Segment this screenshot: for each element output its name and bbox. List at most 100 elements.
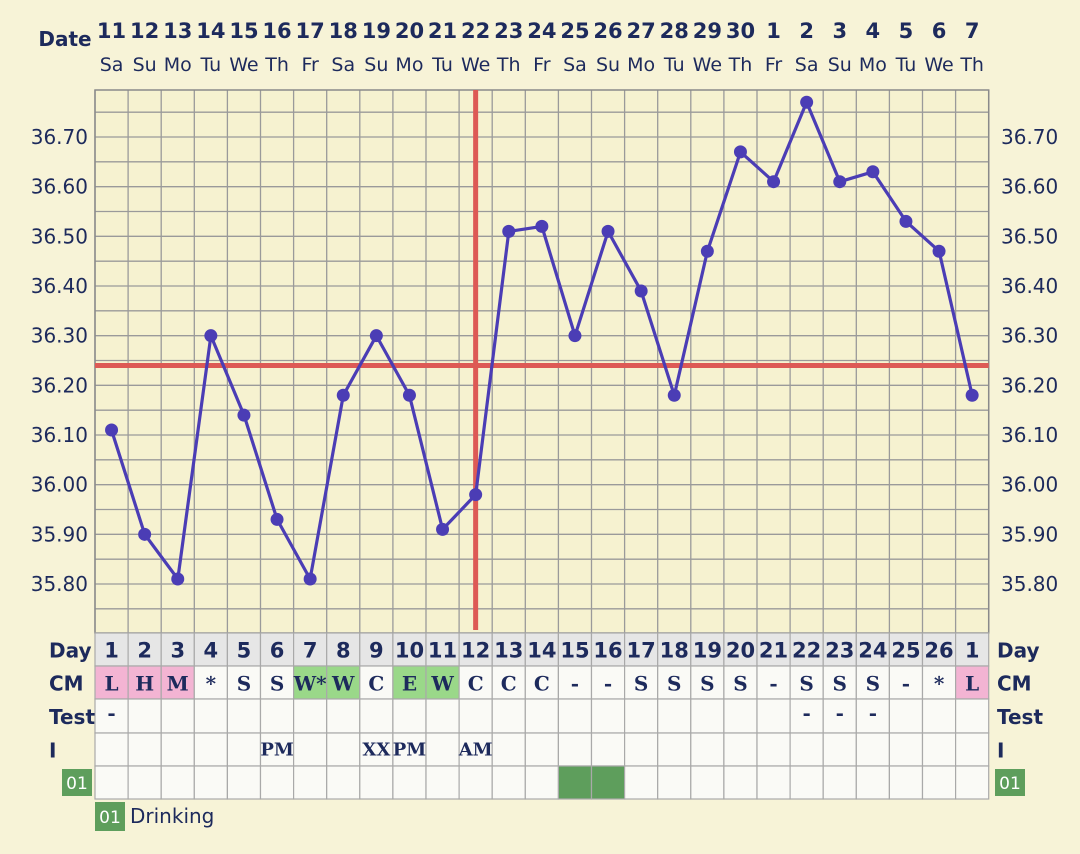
- weekday-label: Sa: [331, 54, 355, 76]
- weekday-label: Th: [496, 54, 521, 76]
- weekday-label: We: [461, 54, 490, 76]
- cm-value: H: [135, 672, 154, 696]
- date-label: 24: [527, 19, 556, 43]
- intercourse-cell: [293, 732, 328, 767]
- intercourse-cell: [94, 732, 129, 767]
- y-tick-left: 36.60: [31, 175, 88, 199]
- custom-cell: [524, 765, 559, 800]
- day-number: 2: [137, 639, 152, 663]
- intercourse-cell: [690, 732, 725, 767]
- day-number: 10: [395, 639, 424, 663]
- day-number: 22: [792, 639, 821, 663]
- day-cell: [425, 632, 460, 667]
- custom-cell: [160, 765, 195, 800]
- weekday-label: We: [693, 54, 722, 76]
- legend-badge: [95, 802, 125, 831]
- temperature-point: [800, 95, 814, 109]
- day-cell: [524, 632, 559, 667]
- date-label: 3: [832, 19, 847, 43]
- y-tick-left: 36.10: [31, 423, 88, 447]
- test-cell: [657, 698, 692, 734]
- y-tick-right: 36.30: [1001, 324, 1058, 348]
- cm-cell: [623, 665, 659, 700]
- intercourse-cell: [524, 732, 559, 767]
- intercourse-cell: [723, 732, 758, 767]
- cm-value: C: [468, 672, 484, 696]
- temperature-point: [502, 224, 516, 238]
- test-cell: [690, 698, 725, 734]
- test-value: -: [869, 701, 877, 725]
- weekday-label: Su: [596, 54, 620, 76]
- day-number: 18: [660, 639, 689, 663]
- custom-cell: [657, 765, 692, 800]
- test-cell: [557, 698, 593, 734]
- custom-badge-right: [995, 769, 1025, 796]
- weekday-label: Th: [264, 54, 289, 76]
- intercourse-value: PM: [260, 740, 294, 761]
- intercourse-cell: [557, 732, 593, 767]
- cm-value: S: [667, 672, 681, 696]
- temperature-point: [138, 527, 152, 541]
- y-tick-right: 35.90: [1001, 522, 1058, 546]
- y-tick-left: 36.40: [31, 274, 88, 298]
- test-cell: [723, 698, 758, 734]
- cm-value: -: [769, 672, 777, 696]
- weekday-label: Th: [959, 54, 984, 76]
- weekday-label: Sa: [100, 54, 124, 76]
- y-tick-right: 35.80: [1001, 572, 1058, 596]
- day-cell: [392, 632, 427, 667]
- date-label: 7: [965, 19, 980, 43]
- cm-value: S: [270, 672, 284, 696]
- cm-value: L: [105, 672, 119, 696]
- day-number: 7: [303, 639, 318, 663]
- cm-value: C: [534, 672, 550, 696]
- date-label: 5: [899, 19, 914, 43]
- intercourse-value: XX: [362, 740, 390, 761]
- temperature-point: [667, 388, 681, 402]
- date-label: 20: [395, 19, 424, 43]
- intercourse-cell: [888, 732, 924, 767]
- test-cell: [160, 698, 195, 734]
- weekday-label: We: [229, 54, 258, 76]
- y-tick-left: 36.50: [31, 224, 88, 248]
- cm-value: S: [237, 672, 251, 696]
- test-cell: [392, 698, 427, 734]
- test-cell: [359, 698, 394, 734]
- test-cell: [425, 698, 460, 734]
- temperature-point: [436, 522, 450, 536]
- weekday-label: Su: [364, 54, 388, 76]
- intercourse-cell: [193, 732, 229, 767]
- temperature-point: [700, 244, 714, 258]
- weekday-label: Tu: [663, 54, 685, 76]
- weekday-label: Mo: [164, 54, 192, 76]
- temperature-point: [105, 423, 119, 437]
- weekday-label: Tu: [895, 54, 917, 76]
- y-tick-right: 36.40: [1001, 274, 1058, 298]
- custom-cell: [359, 765, 394, 800]
- date-label: 22: [461, 19, 490, 43]
- date-label: 19: [362, 19, 391, 43]
- custom-badge-right-text: 01: [999, 774, 1021, 794]
- intercourse-cell: [226, 732, 262, 767]
- day-number: 1: [104, 639, 119, 663]
- temperature-point: [767, 175, 781, 189]
- custom-cell: [822, 765, 857, 800]
- date-header-label: Date: [38, 27, 91, 51]
- weekday-label: Sa: [563, 54, 587, 76]
- custom-cell: [94, 765, 129, 800]
- date-label: 15: [229, 19, 258, 43]
- date-label: 29: [693, 19, 722, 43]
- intercourse-cell: [756, 732, 791, 767]
- cm-value: *: [934, 672, 945, 696]
- test-cell: [293, 698, 328, 734]
- day-number: 13: [494, 639, 523, 663]
- test-cell: [888, 698, 924, 734]
- custom-cell: [193, 765, 229, 800]
- weekday-label: Tu: [199, 54, 221, 76]
- intercourse-value: AM: [458, 740, 493, 761]
- test-cell: [259, 698, 295, 734]
- plot-area: [95, 90, 989, 633]
- cm-cell: [94, 665, 129, 700]
- intercourse-cell: [623, 732, 659, 767]
